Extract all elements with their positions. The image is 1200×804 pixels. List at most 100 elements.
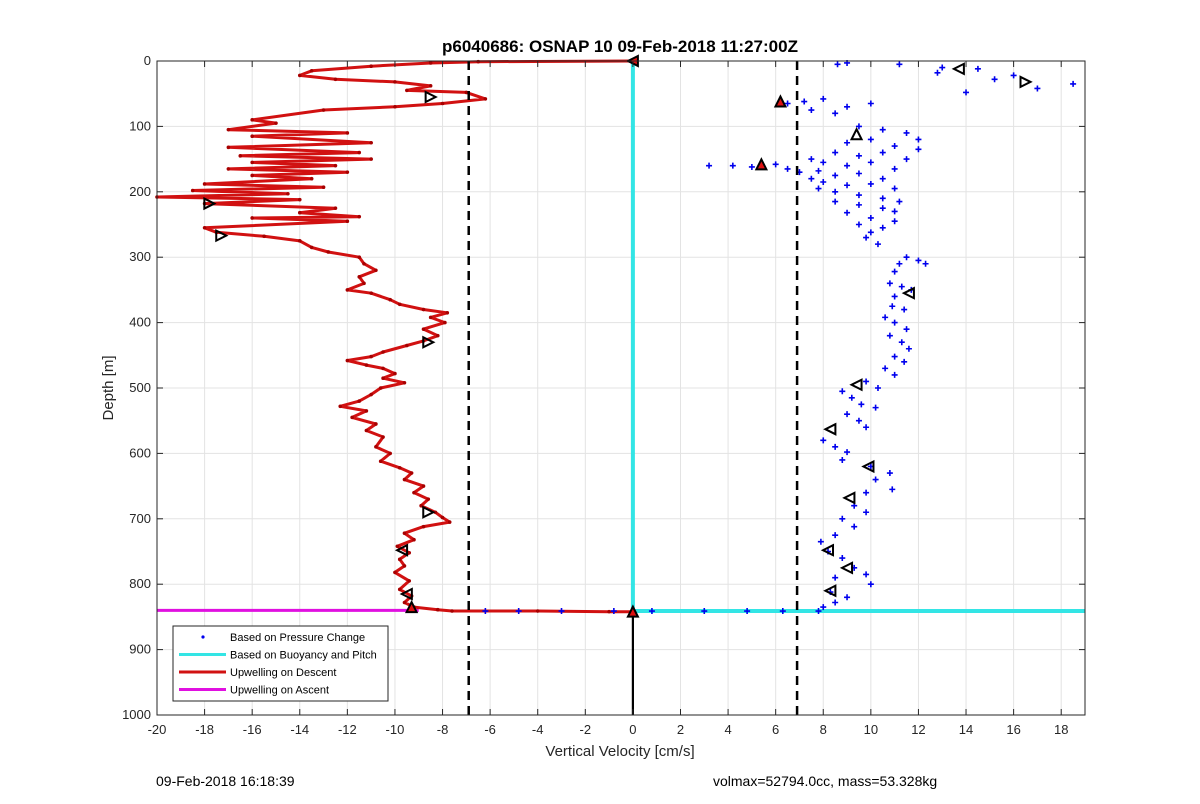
pressure-point	[815, 608, 822, 615]
pressure-point	[891, 293, 898, 300]
pressure-point	[839, 515, 846, 522]
descent-point	[435, 333, 440, 338]
descent-point	[345, 219, 350, 224]
pressure-point	[974, 65, 981, 72]
pressure-point	[889, 303, 896, 310]
descent-point	[357, 399, 362, 403]
y-tick-label: 500	[129, 380, 151, 395]
footer-vehicle-info: volmax=52794.0cc, mass=53.328kg	[713, 773, 938, 789]
direction-marker	[842, 491, 856, 505]
direction-marker	[422, 505, 436, 519]
y-tick-label: 400	[129, 315, 151, 330]
descent-point	[362, 261, 366, 266]
pressure-point	[801, 98, 808, 105]
pressure-point	[855, 417, 862, 424]
descent-point	[407, 579, 412, 583]
pressure-point	[515, 608, 522, 615]
descent-point	[309, 245, 314, 250]
direction-marker	[1019, 75, 1033, 89]
pressure-point	[820, 604, 827, 611]
descent-point	[421, 327, 426, 331]
descent-point	[226, 145, 231, 150]
descent-point	[464, 90, 469, 95]
descent-point	[412, 537, 416, 542]
descent-point	[238, 154, 243, 158]
pressure-point	[915, 136, 922, 143]
y-tick-label: 600	[129, 445, 151, 460]
pressure-point	[1010, 72, 1017, 79]
pressure-point	[832, 599, 839, 606]
descent-point	[393, 371, 397, 376]
descent-point	[297, 210, 302, 215]
pressure-point	[839, 388, 846, 395]
direction-marker	[823, 422, 837, 436]
series-buoyancy-pitch-line	[630, 61, 1085, 613]
pressure-point	[891, 165, 898, 172]
descent-point	[338, 404, 343, 409]
pressure-point	[879, 149, 886, 156]
pressure-point	[991, 76, 998, 83]
direction-marker	[820, 543, 835, 557]
pressure-point	[867, 100, 874, 107]
descent-point	[445, 310, 450, 315]
pressure-point	[817, 538, 824, 545]
descent-point	[369, 157, 373, 161]
descent-point	[364, 409, 369, 413]
descent-point	[226, 127, 231, 132]
descent-point	[345, 288, 350, 292]
x-tick-label: -10	[386, 722, 405, 737]
descent-point	[374, 422, 378, 426]
y-tick-label: 300	[129, 249, 151, 264]
pressure-point	[879, 175, 886, 182]
pressure-point	[851, 523, 858, 530]
pressure-point	[874, 385, 881, 391]
direction-marker	[394, 543, 409, 557]
pressure-point	[844, 182, 851, 189]
descent-point	[607, 609, 611, 614]
pressure-point	[874, 241, 881, 248]
pressure-point	[891, 143, 898, 150]
direction-marker	[404, 599, 419, 614]
descent-point	[369, 354, 373, 359]
descent-point	[421, 484, 426, 488]
descent-point	[333, 163, 338, 168]
descent-point	[286, 191, 290, 196]
pressure-point	[729, 162, 736, 169]
descent-point	[321, 185, 326, 190]
pressure-point	[784, 165, 791, 172]
direction-marker	[203, 196, 217, 211]
x-tick-label: -20	[148, 722, 167, 737]
descent-point	[364, 363, 369, 367]
descent-point	[476, 59, 481, 64]
x-tick-label: 18	[1054, 722, 1068, 737]
pressure-point	[882, 314, 889, 321]
x-tick-label: 2	[677, 722, 684, 737]
pressure-point	[891, 319, 898, 326]
descent-point	[428, 61, 433, 65]
descent-point	[190, 188, 195, 193]
descent-point	[202, 182, 207, 186]
descent-point	[402, 564, 407, 568]
descent-point	[393, 570, 397, 575]
x-tick-label: -18	[195, 722, 214, 737]
pressure-point	[898, 283, 905, 290]
descent-point	[397, 557, 402, 562]
direction-marker	[424, 90, 438, 104]
pressure-point	[820, 95, 827, 102]
descent-point	[402, 477, 407, 482]
pressure-point	[820, 437, 827, 444]
y-tick-label: 100	[129, 118, 151, 133]
descent-point	[409, 471, 414, 475]
pressure-point	[891, 208, 898, 215]
descent-point	[297, 197, 302, 202]
pressure-point	[934, 69, 941, 76]
pressure-point	[891, 353, 898, 360]
direction-marker	[773, 94, 788, 108]
legend-swatch-pressure	[201, 635, 205, 639]
x-tick-label: 0	[629, 722, 636, 737]
x-tick-label: 14	[959, 722, 973, 737]
pressure-point	[896, 260, 903, 267]
legend-label: Upwelling on Descent	[230, 667, 336, 679]
pressure-point	[844, 209, 851, 216]
